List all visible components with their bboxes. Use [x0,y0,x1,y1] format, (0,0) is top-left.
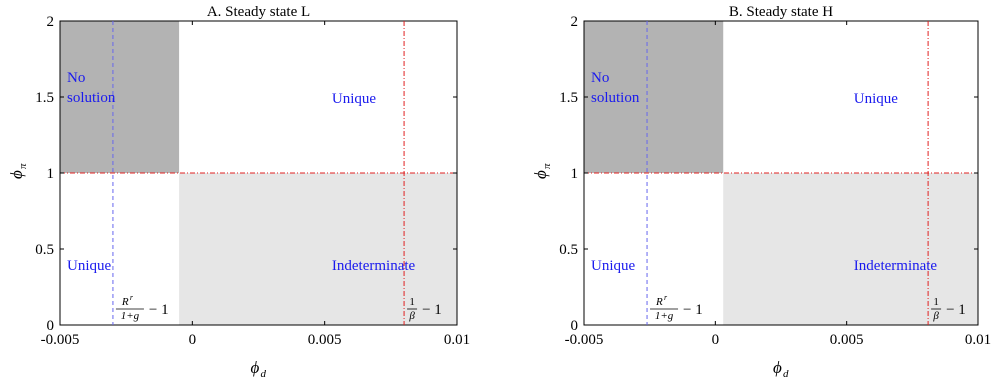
annotation-blue-suffix: − 1 [683,302,703,318]
annotation-red-numerator: 1 [409,296,415,308]
region-indeterminate [179,173,457,325]
region-label-no-solution: solution [591,90,640,106]
x-tick-label: 0 [712,332,720,348]
annotation-red-suffix: − 1 [946,302,966,318]
annotation-blue-numerator: R [121,296,129,308]
y-tick-label: 1.5 [559,90,578,106]
y-axis-label: ϕ [7,170,26,179]
y-tick-label: 2 [571,14,579,30]
region-label-no-solution: No [67,70,85,86]
y-axis-label-subscript: π [17,163,29,169]
annotation-red-numerator: 1 [933,296,939,308]
region-label-unique-bottom: Unique [591,258,636,274]
x-tick-label: 0.01 [965,332,991,348]
y-tick-label: 1 [47,166,55,182]
annotation-blue-superscript: r [130,293,134,302]
y-tick-label: 0 [571,318,579,334]
y-tick-label: 1 [571,166,579,182]
region-no-solution [584,21,724,173]
annotation-blue-denominator: 1+g [121,310,140,322]
x-axis-label: ϕ [773,358,782,377]
region-label-unique-top: Unique [332,91,377,107]
region-label-no-solution: No [591,70,609,86]
annotation-blue-denominator: 1+g [655,310,674,322]
y-axis-label: ϕ [531,170,550,179]
y-axis-label-subscript: π [541,163,553,169]
x-tick-label: 0.005 [830,332,864,348]
x-axis-label-subscript: d [261,368,267,380]
annotation-red-suffix: − 1 [422,302,442,318]
x-tick-label: 0.01 [444,332,470,348]
y-tick-label: 0.5 [35,242,54,258]
x-axis-label: ϕ [251,358,260,377]
y-tick-label: 0 [47,318,55,334]
chart-title: B. Steady state H [729,4,833,20]
x-axis-label-subscript: d [783,368,789,380]
y-axis-label-group: ϕπ [531,163,553,179]
region-no-solution [60,21,180,173]
annotation-red-denominator: β [932,310,939,322]
x-tick-label: 0 [189,332,197,348]
region-label-no-solution: solution [67,90,116,106]
y-axis-label-group: ϕπ [7,163,29,179]
x-tick-label: -0.005 [41,332,80,348]
annotation-blue-suffix: − 1 [149,302,169,318]
y-tick-label: 2 [47,14,55,30]
y-tick-label: 1.5 [35,90,54,106]
annotation-red-denominator: β [408,310,415,322]
x-tick-label: 0.005 [308,332,342,348]
region-label-indeterminate: Indeterminate [854,258,938,274]
region-label-unique-bottom: Unique [67,258,112,274]
region-label-indeterminate: Indeterminate [332,258,416,274]
annotation-blue-superscript: r [664,293,668,302]
region-indeterminate [723,173,978,325]
y-tick-label: 0.5 [559,242,578,258]
region-label-unique-top: Unique [854,91,899,107]
chart-title: A. Steady state L [207,4,310,20]
x-tick-label: -0.005 [565,332,604,348]
annotation-blue-numerator: R [655,296,663,308]
